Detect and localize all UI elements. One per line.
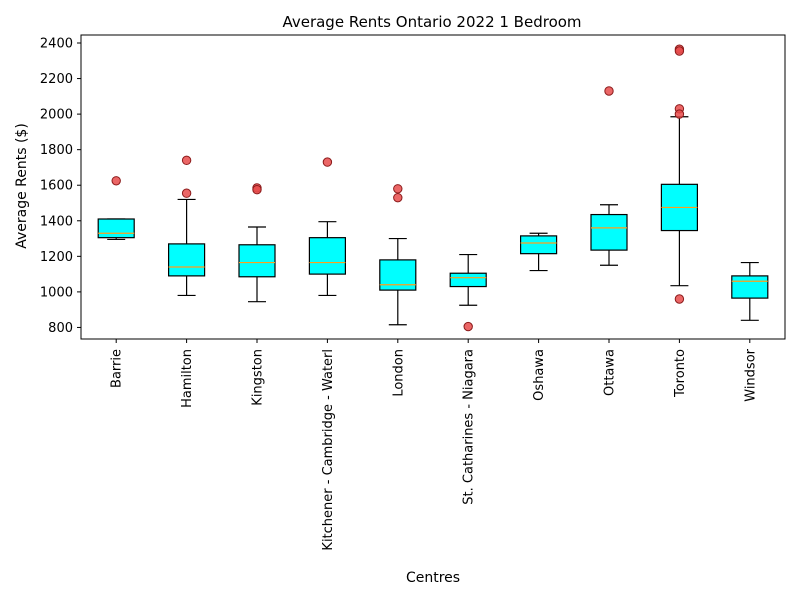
x-tick-label: Toronto	[673, 349, 688, 398]
box	[519, 235, 558, 255]
box	[590, 213, 628, 251]
x-tick-label: Windsor	[743, 348, 758, 401]
outlier-point	[674, 46, 685, 56]
plot-frame	[80, 34, 786, 340]
y-tick-label: 1800	[40, 143, 73, 158]
box	[238, 244, 276, 278]
y-tick-label: 1200	[40, 250, 73, 265]
box	[449, 272, 487, 288]
x-tick-label: Kitchener - Cambridge - Waterl	[321, 349, 336, 551]
x-tick-label: London	[391, 349, 406, 397]
outlier-point	[252, 184, 262, 195]
outlier-point	[674, 294, 685, 304]
outlier-point	[393, 184, 403, 194]
box	[379, 259, 417, 291]
y-tick-label: 1600	[40, 179, 73, 194]
outlier-point	[604, 86, 614, 96]
outlier-point	[463, 321, 473, 332]
outlier-point	[322, 157, 333, 167]
outlier-point	[181, 188, 192, 198]
x-tick-label: Barrie	[110, 349, 125, 388]
outlier-point	[111, 176, 121, 186]
x-tick-label: Kingston	[251, 349, 266, 406]
outlier-point	[393, 192, 403, 203]
y-tick-label: 1400	[40, 214, 73, 229]
y-tick-label: 2400	[40, 37, 73, 52]
chart-title: Average Rents Ontario 2022 1 Bedroom	[282, 13, 581, 31]
outlier-point	[181, 155, 192, 166]
x-tick-label: St. Catharines - Niagara	[462, 349, 477, 505]
box	[97, 218, 135, 239]
box	[308, 237, 346, 275]
box	[731, 275, 769, 299]
outlier-point	[674, 109, 685, 119]
x-tick-label: Oshawa	[532, 349, 547, 401]
x-tick-label: Ottawa	[603, 349, 618, 396]
plot-area: 800 1000 1200 1400 1600 1800 2000 2200 2400 Barri…	[40, 34, 786, 551]
y-tick-label: 800	[48, 321, 73, 336]
x-tick-label: Hamilton	[180, 349, 195, 408]
y-axis-title: Average Rents ($)	[14, 123, 30, 249]
y-tick-label: 1000	[40, 285, 73, 300]
y-tick-label: 2200	[40, 72, 73, 87]
y-tick-label: 2000	[40, 108, 73, 123]
x-axis-title: Centres	[406, 570, 460, 586]
box	[168, 243, 206, 277]
